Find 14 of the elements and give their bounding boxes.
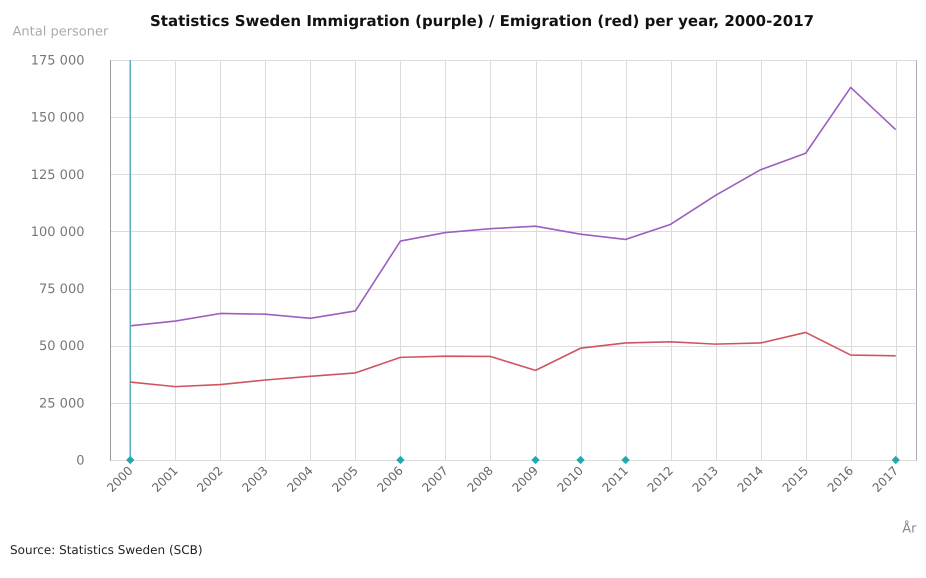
y-tick-label: 50 000 [39,339,84,354]
source-note: Source: Statistics Sweden (SCB) [10,543,203,557]
y-tick-label: 25 000 [39,396,84,412]
y-tick-label: 100 000 [30,224,84,240]
y-tick-label: 175 000 [30,54,84,68]
y-tick-label: 150 000 [30,110,84,126]
y-tick-label: 125 000 [30,168,84,183]
line-series [129,86,897,327]
y-axis-title: Antal personer [12,24,109,40]
line-series [129,332,897,388]
y-tick-label: 0 [76,454,84,468]
y-tick-label: 75 000 [39,282,84,298]
x-axis-title: År [902,520,918,536]
chart-title: Statistics Sweden Immigration (purple) / Emigration (red) per year, 2000-2017 [150,12,814,30]
